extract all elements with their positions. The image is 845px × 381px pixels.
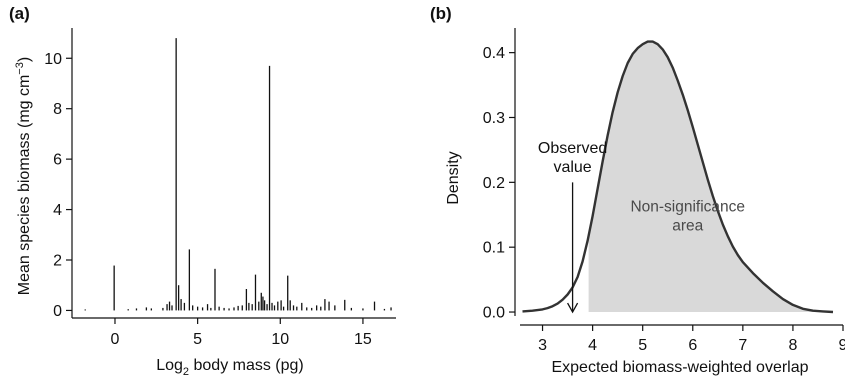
x-tick-label: 5 <box>193 331 202 348</box>
y-tick-label: 0.3 <box>483 110 505 127</box>
x-ticks-a: 0 5 10 15 <box>111 318 372 348</box>
y-axis-title-b: Density <box>445 151 462 204</box>
y-ticks-a: 0 2 4 6 8 10 <box>44 51 72 320</box>
x-axis-title-main: Log <box>156 357 183 374</box>
x-axis-title-a: Log2 body mass (pg) <box>156 357 304 378</box>
x-tick-label: 6 <box>688 337 697 354</box>
y-tick-label: 0.1 <box>483 240 505 257</box>
panel-a-biomass-chart: (a) 0 2 4 6 8 10 0 5 10 15 Mean species biomass … <box>9 4 396 378</box>
y-tick-label: 4 <box>53 202 62 219</box>
y-axis-title-a: Mean species biomass (mg cm−3) <box>14 57 33 295</box>
y-tick-label: 10 <box>44 51 62 68</box>
density-curve <box>522 40 834 314</box>
panel-b-density-chart: (b) 0.0 0.1 0.2 0.3 0.4 3 4 5 6 7 8 9 Non-signific… <box>430 4 845 376</box>
observed-value-label-line1: Observed <box>538 140 607 157</box>
x-axis-title-b: Expected biomass-weighted overlap <box>551 359 808 376</box>
x-tick-label: 3 <box>538 337 547 354</box>
y-axis-title-rest: ) <box>16 57 33 62</box>
x-tick-label: 9 <box>839 337 845 354</box>
x-tick-label: 5 <box>638 337 647 354</box>
panel-b-letter: (b) <box>430 4 452 23</box>
x-axis-title-subscript: 2 <box>183 366 189 378</box>
x-tick-label: 10 <box>271 331 289 348</box>
y-tick-label: 0.2 <box>483 175 505 192</box>
x-tick-label: 15 <box>354 331 372 348</box>
y-tick-label: 2 <box>53 253 62 270</box>
bars-group <box>84 38 392 311</box>
non-significance-area <box>588 41 833 312</box>
panel-a-letter: (a) <box>9 4 30 23</box>
y-tick-label: 8 <box>53 101 62 118</box>
y-tick-label: 6 <box>53 152 62 169</box>
observed-value-label-line2: value <box>553 159 591 176</box>
x-tick-label: 0 <box>111 331 120 348</box>
y-tick-label: 0.4 <box>483 45 505 62</box>
y-tick-label: 0 <box>53 303 62 320</box>
y-tick-label: 0.0 <box>483 305 505 322</box>
y-axis-title-superscript: −3 <box>14 62 26 75</box>
x-axis-title-rest: body mass (pg) <box>189 357 304 374</box>
shaded-area-label-line1: Non-significance <box>630 199 745 216</box>
x-tick-label: 7 <box>738 337 747 354</box>
x-tick-label: 4 <box>588 337 597 354</box>
y-axis-title-main: Mean species biomass (mg cm <box>16 75 33 296</box>
x-ticks-b: 3 4 5 6 7 8 9 <box>538 325 845 354</box>
x-tick-label: 8 <box>788 337 797 354</box>
y-ticks-b: 0.0 0.1 0.2 0.3 0.4 <box>483 45 515 322</box>
shaded-area-label-line2: area <box>672 218 703 235</box>
observed-value-arrowhead <box>567 302 579 314</box>
